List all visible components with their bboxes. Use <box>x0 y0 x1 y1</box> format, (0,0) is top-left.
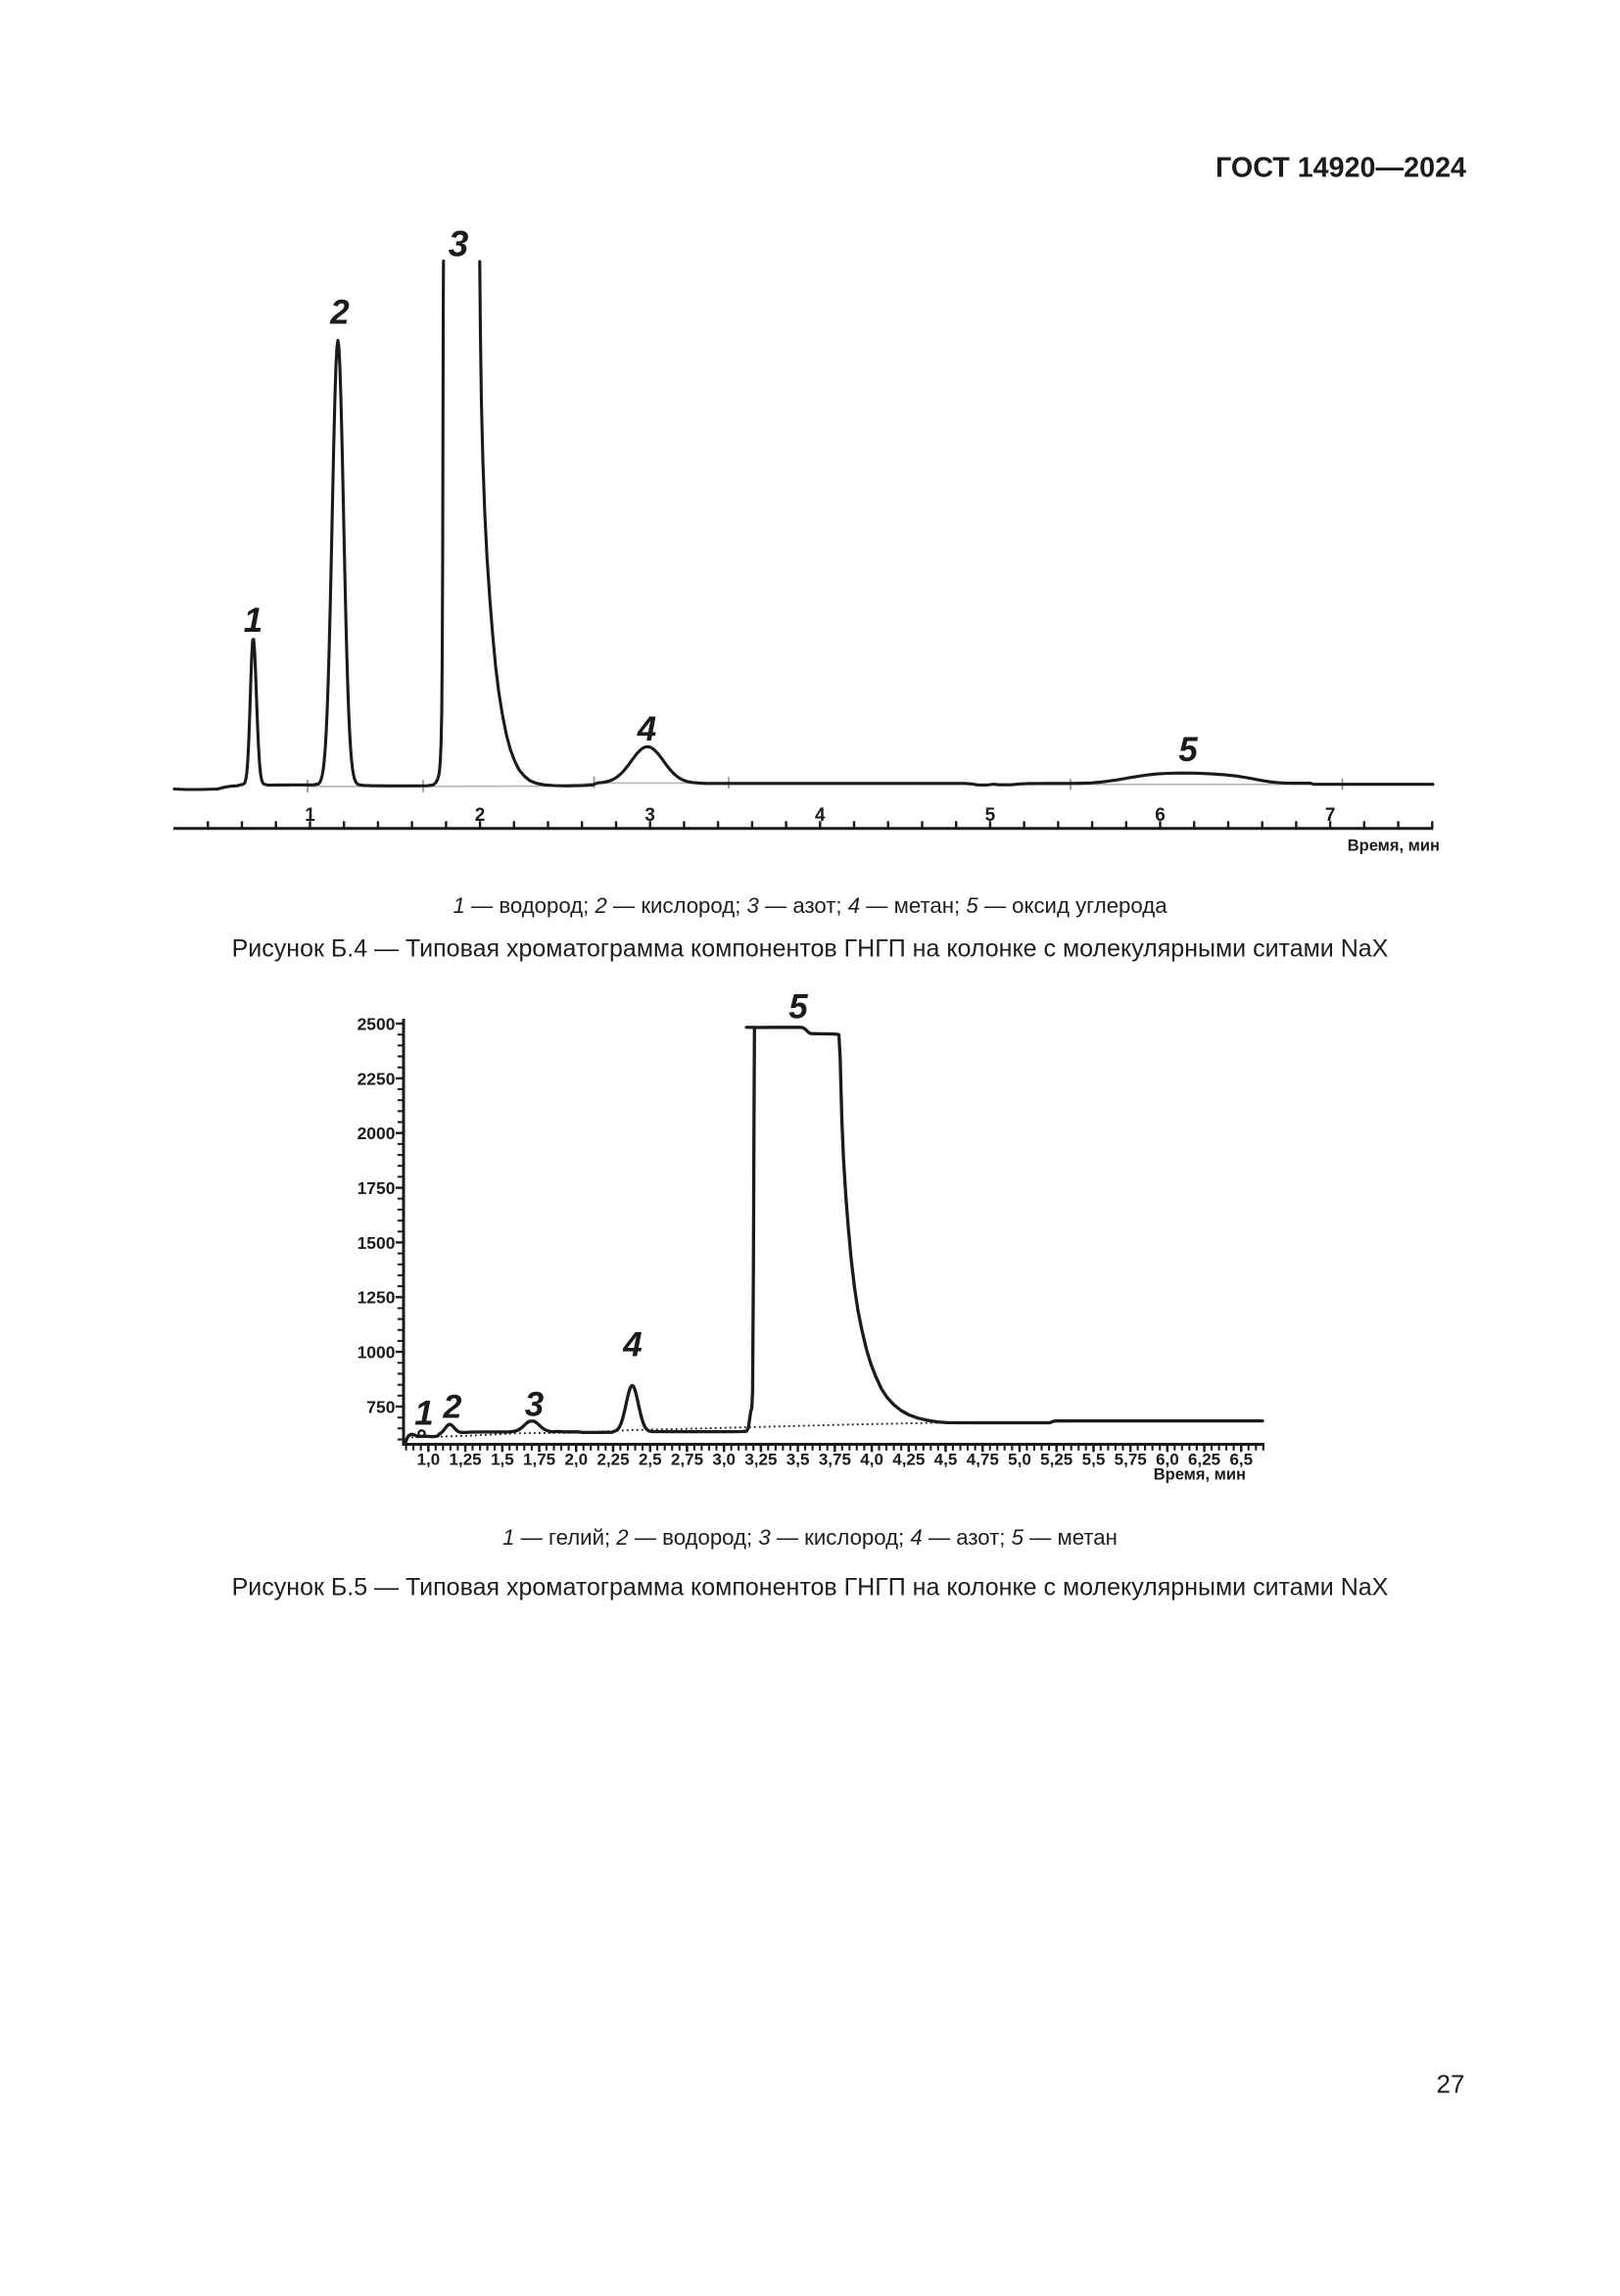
svg-text:2: 2 <box>329 294 350 332</box>
svg-text:3,5: 3,5 <box>786 1451 810 1469</box>
svg-text:2: 2 <box>475 805 486 826</box>
svg-text:5: 5 <box>1178 731 1198 769</box>
svg-text:750: 750 <box>366 1397 395 1416</box>
svg-text:4: 4 <box>622 1326 642 1364</box>
svg-text:2,25: 2,25 <box>596 1451 629 1469</box>
svg-text:1,5: 1,5 <box>491 1451 514 1469</box>
svg-text:3: 3 <box>525 1386 545 1424</box>
svg-text:2250: 2250 <box>357 1069 396 1088</box>
svg-text:1: 1 <box>244 601 262 640</box>
svg-text:7: 7 <box>1325 805 1336 826</box>
svg-text:1 — гелий; 2 — водород; 3 — ки: 1 — гелий; 2 — водород; 3 — кислород; 4 … <box>502 1525 1118 1550</box>
svg-text:2,0: 2,0 <box>564 1451 588 1469</box>
svg-text:1750: 1750 <box>357 1178 396 1198</box>
svg-text:5: 5 <box>985 805 996 826</box>
svg-text:4,25: 4,25 <box>892 1451 925 1469</box>
svg-text:1500: 1500 <box>357 1233 396 1253</box>
svg-text:3: 3 <box>449 224 469 264</box>
svg-text:6,0: 6,0 <box>1156 1451 1179 1469</box>
svg-text:5: 5 <box>788 988 808 1027</box>
svg-text:4: 4 <box>815 805 826 826</box>
svg-text:1: 1 <box>305 805 315 826</box>
svg-text:Рисунок Б.4 — Типовая хроматог: Рисунок Б.4 — Типовая хроматограмма комп… <box>232 935 1389 963</box>
svg-text:2: 2 <box>443 1389 462 1426</box>
svg-text:6,5: 6,5 <box>1229 1451 1253 1469</box>
svg-text:Время, мин: Время, мин <box>1154 1466 1246 1484</box>
svg-text:1,0: 1,0 <box>417 1451 441 1469</box>
svg-text:3,75: 3,75 <box>819 1451 851 1469</box>
svg-text:27: 27 <box>1437 2070 1465 2099</box>
svg-text:5,25: 5,25 <box>1040 1451 1072 1469</box>
svg-text:1 — водород; 2 — кислород; 3 —: 1 — водород; 2 — кислород; 3 — азот; 4 —… <box>453 893 1167 918</box>
svg-text:6,25: 6,25 <box>1188 1451 1220 1469</box>
svg-text:4: 4 <box>637 710 656 748</box>
svg-text:1,75: 1,75 <box>523 1451 555 1469</box>
svg-text:Время, мин: Время, мин <box>1348 837 1440 855</box>
svg-text:ГОСТ 14920—2024: ГОСТ 14920—2024 <box>1215 153 1466 184</box>
svg-text:4,75: 4,75 <box>967 1451 999 1469</box>
svg-text:Рисунок Б.5 — Типовая хроматог: Рисунок Б.5 — Типовая хроматограмма комп… <box>232 1574 1389 1602</box>
svg-text:1,25: 1,25 <box>450 1451 482 1469</box>
svg-text:1250: 1250 <box>357 1288 396 1308</box>
svg-text:3,25: 3,25 <box>744 1451 777 1469</box>
svg-text:5,5: 5,5 <box>1082 1451 1106 1469</box>
svg-text:4,0: 4,0 <box>860 1451 883 1469</box>
svg-text:2,75: 2,75 <box>671 1451 703 1469</box>
svg-text:5,0: 5,0 <box>1008 1451 1031 1469</box>
svg-text:2500: 2500 <box>357 1014 396 1033</box>
svg-text:1000: 1000 <box>357 1343 396 1363</box>
svg-text:1: 1 <box>414 1395 433 1433</box>
svg-text:3,0: 3,0 <box>712 1451 736 1469</box>
svg-text:4,5: 4,5 <box>934 1451 958 1469</box>
svg-text:5,75: 5,75 <box>1115 1451 1147 1469</box>
svg-text:2000: 2000 <box>357 1124 396 1143</box>
svg-text:6: 6 <box>1155 805 1166 826</box>
svg-text:2,5: 2,5 <box>639 1451 662 1469</box>
svg-text:3: 3 <box>644 805 655 826</box>
